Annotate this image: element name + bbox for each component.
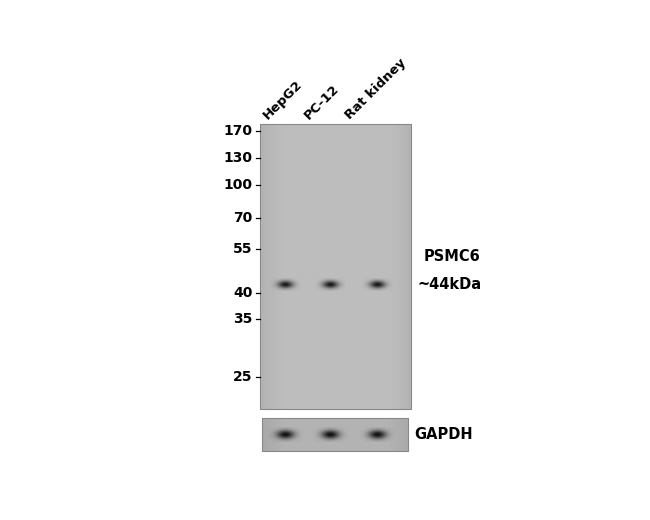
Bar xyxy=(260,124,411,409)
Text: 70: 70 xyxy=(233,211,252,225)
Text: PC-12: PC-12 xyxy=(301,83,341,122)
Text: PSMC6: PSMC6 xyxy=(424,249,480,264)
Text: Rat kidney: Rat kidney xyxy=(343,57,408,122)
Bar xyxy=(261,418,408,451)
Text: HepG2: HepG2 xyxy=(261,78,306,122)
Text: 40: 40 xyxy=(233,285,252,300)
Text: 55: 55 xyxy=(233,242,252,256)
Text: 100: 100 xyxy=(224,178,252,192)
Text: GAPDH: GAPDH xyxy=(415,427,473,442)
Text: 170: 170 xyxy=(224,124,252,138)
Text: 130: 130 xyxy=(224,151,252,165)
Text: 25: 25 xyxy=(233,370,252,384)
Text: 35: 35 xyxy=(233,311,252,326)
Text: ~44kDa: ~44kDa xyxy=(418,277,482,292)
